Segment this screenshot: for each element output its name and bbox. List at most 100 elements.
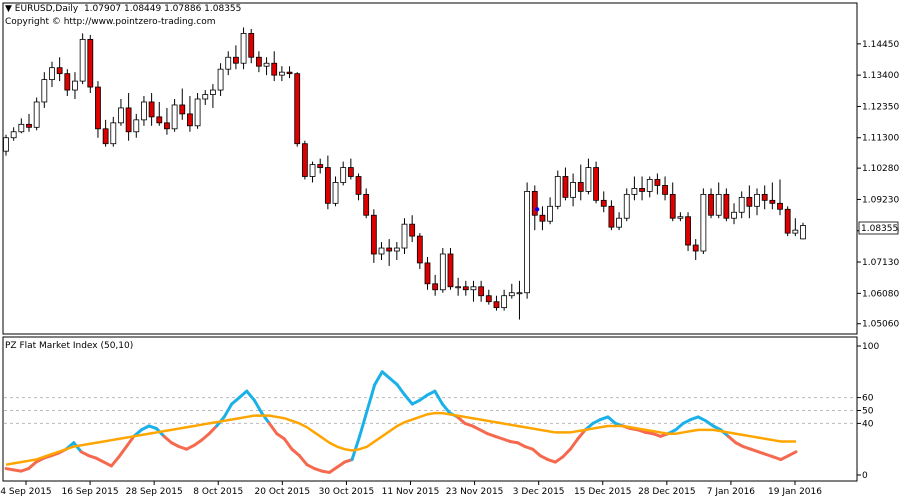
- candle: [125, 93, 132, 141]
- candle: [87, 34, 94, 94]
- price-tick-label: 1.10280: [862, 164, 899, 174]
- indicator-tick-label: 0: [862, 471, 868, 481]
- candle: [754, 188, 760, 216]
- candle: [309, 161, 316, 183]
- chart-header: ▼ EURUSD,Daily 1.07907 1.08449 1.07886 1…: [5, 4, 241, 14]
- time-tick-label: 16 Sep 2015: [62, 487, 119, 497]
- index-segment: [267, 421, 279, 436]
- indicator-panel[interactable]: [2, 336, 858, 482]
- index-segment: [704, 419, 715, 428]
- candle: [64, 69, 71, 97]
- candle: [761, 185, 768, 210]
- candle: [79, 33, 86, 85]
- candle: [409, 215, 416, 243]
- index-segment: [117, 445, 128, 459]
- candle: [110, 116, 117, 147]
- price-tick-label: 1.14450: [862, 40, 899, 50]
- index-segment: [553, 455, 565, 464]
- candle: [570, 173, 576, 207]
- candle: [18, 118, 25, 134]
- candle: [56, 57, 63, 82]
- candle: [508, 283, 515, 299]
- index-segment: [440, 402, 452, 415]
- candle: [164, 107, 170, 135]
- index-segment: [350, 434, 362, 462]
- candle: [524, 182, 531, 299]
- index-segment: [275, 432, 286, 441]
- index-segment: [72, 441, 83, 454]
- candle: [141, 96, 147, 126]
- candle: [202, 90, 209, 105]
- candle: [478, 280, 485, 302]
- time-tick-label: 23 Nov 2015: [446, 487, 504, 497]
- candle: [286, 66, 293, 79]
- candle: [669, 182, 676, 222]
- candle: [332, 176, 339, 207]
- symbol-label: EURUSD,Daily: [14, 4, 79, 14]
- index-segment: [230, 396, 241, 406]
- index-lines-layer: [4, 370, 798, 474]
- candle: [225, 51, 232, 76]
- index-segment: [192, 438, 204, 447]
- candle: [278, 66, 285, 82]
- candle: [171, 98, 178, 132]
- candle: [10, 127, 17, 141]
- index-segment: [282, 437, 294, 451]
- candle: [777, 179, 783, 216]
- index-segment: [162, 434, 174, 445]
- candle: [616, 212, 622, 231]
- current-price-label: 1.08355: [861, 224, 898, 234]
- index-segment: [403, 393, 414, 406]
- time-tick-label: 4 Sep 2015: [0, 487, 51, 497]
- copyright-text: Copyright © http://www.pointzero-trading…: [5, 17, 216, 27]
- indicator-tick-label: 40: [862, 419, 874, 429]
- candle: [187, 96, 193, 132]
- candle: [547, 197, 554, 225]
- index-segment: [328, 465, 339, 474]
- candle: [194, 93, 201, 129]
- candle: [447, 248, 454, 290]
- index-segment: [380, 370, 392, 380]
- candle: [631, 176, 638, 201]
- candle: [378, 242, 385, 260]
- candle: [386, 239, 393, 266]
- candle: [179, 88, 186, 120]
- index-segment: [674, 421, 685, 432]
- candle: [118, 98, 124, 126]
- candle: [240, 27, 247, 70]
- candle: [792, 218, 799, 237]
- index-ma-line: [5, 411, 796, 466]
- dropdown-arrow-icon[interactable]: ▼: [5, 4, 12, 14]
- candle: [49, 61, 55, 88]
- candle: [516, 280, 523, 320]
- candle: [33, 97, 40, 131]
- candle: [700, 188, 707, 254]
- candle: [470, 280, 477, 302]
- candle: [731, 203, 737, 225]
- candle: [210, 84, 216, 108]
- price-tick-label: 1.13400: [862, 71, 899, 81]
- candle: [248, 28, 255, 64]
- index-segment: [531, 447, 542, 458]
- signal-marker: [534, 207, 540, 212]
- price-tick-label: 1.12350: [862, 102, 899, 112]
- candle: [554, 170, 561, 210]
- candle: [324, 155, 331, 210]
- time-tick-label: 15 Dec 2015: [574, 487, 632, 497]
- candle: [677, 212, 684, 222]
- candle: [41, 72, 48, 108]
- candle: [623, 188, 630, 222]
- index-segment: [433, 389, 444, 406]
- index-segment: [418, 393, 429, 402]
- index-segment: [245, 389, 256, 402]
- candle: [3, 134, 9, 156]
- index-segment: [388, 376, 399, 387]
- index-segment: [365, 383, 377, 412]
- time-tick-label: 11 Nov 2015: [382, 487, 440, 497]
- candle: [233, 45, 239, 70]
- price-tick-label: 1.11300: [862, 134, 899, 144]
- candle: [608, 200, 615, 231]
- candle: [800, 222, 806, 240]
- candle: [432, 274, 439, 296]
